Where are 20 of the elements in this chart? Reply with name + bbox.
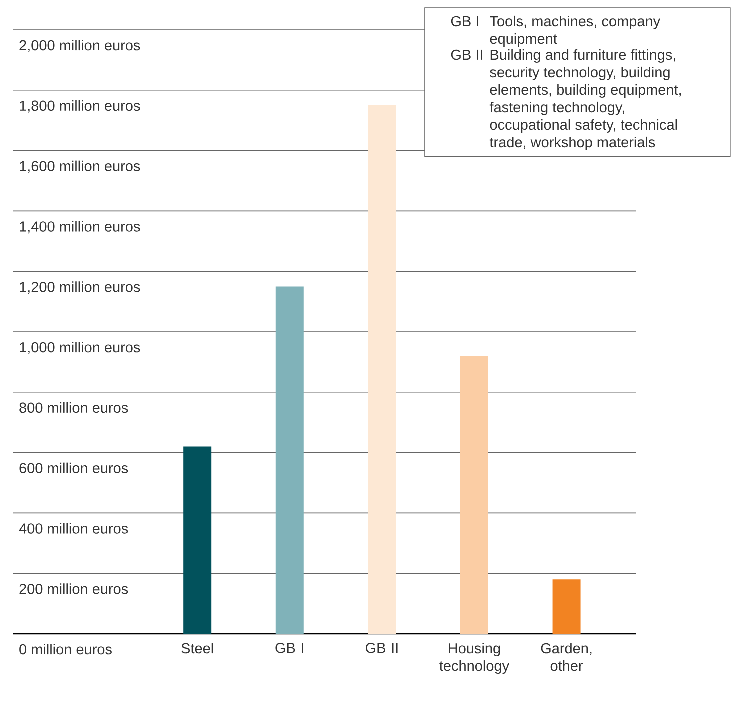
- annotation: Building and furniture fittings, security technology, building elements, building equipment, fastening technology, occupational safety, technical trade, workshop materials: [490, 49, 682, 150]
- annotation: GB II: [451, 50, 482, 60]
- y-tick-label: 200 million euros: [20, 584, 128, 594]
- x-tick-label: GB II: [366, 643, 398, 654]
- y-tick-label: 400 million euros: [19, 523, 128, 534]
- y-tick-label: 600 million euros: [20, 462, 128, 474]
- y-tick-label: 0 million euros: [20, 644, 112, 655]
- annotation: Tools, machines, company equipment: [490, 16, 661, 47]
- x-tick-label: Garden, other: [541, 643, 592, 672]
- text: GB I: [451, 16, 478, 27]
- y-tick-label: 1,800 million euros: [20, 100, 140, 113]
- y-tick-label: 2,000 million euros: [20, 40, 140, 52]
- x-tick-label: Steel: [182, 643, 214, 654]
- y-tick-label: 1,600 million euros: [20, 160, 140, 174]
- x-tick-label: Housing technology: [440, 643, 510, 674]
- y-tick-label: 800 million euros: [20, 402, 128, 414]
- y-tick-label: 1,000 million euros: [20, 342, 140, 354]
- x-tick-label: GB I: [276, 643, 304, 654]
- y-tick-label: 1,200 million euros: [20, 282, 140, 294]
- y-tick-label: 1,400 million euros: [20, 221, 140, 234]
